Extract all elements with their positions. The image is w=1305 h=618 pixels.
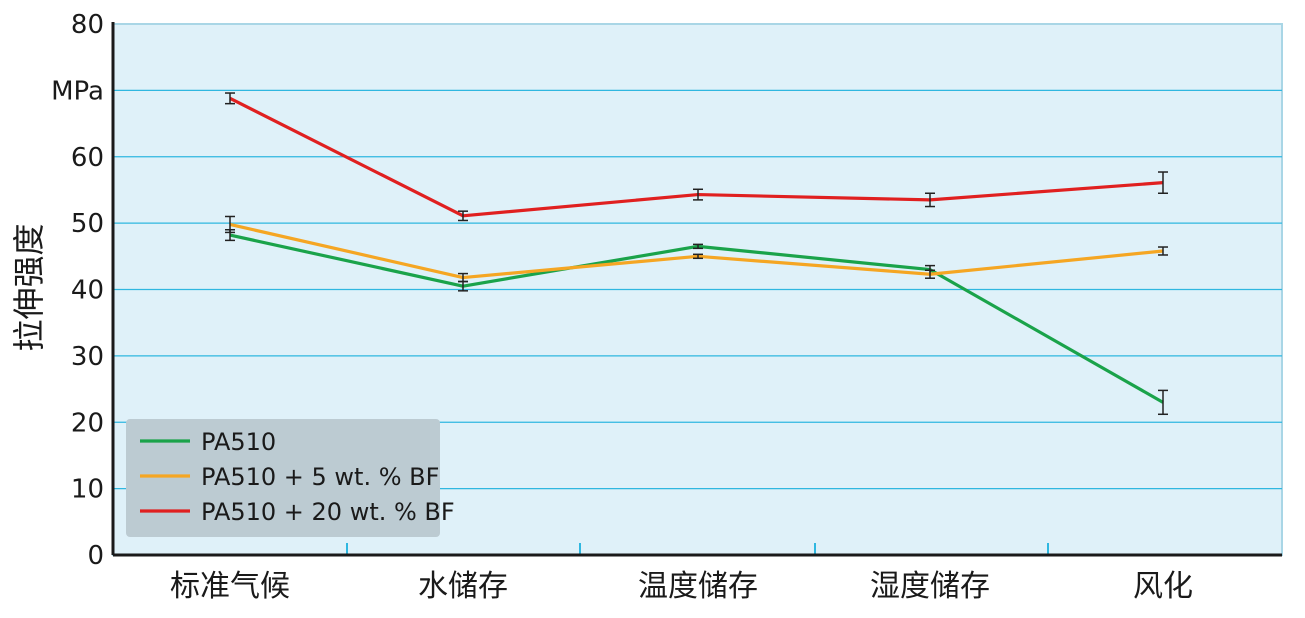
axes bbox=[111, 22, 1282, 557]
error-bar bbox=[1158, 246, 1168, 256]
x-category-label: 风化 bbox=[1133, 569, 1193, 604]
error-bar bbox=[458, 210, 468, 222]
series bbox=[225, 92, 1168, 222]
error-bar bbox=[925, 192, 935, 208]
legend: PA510 PA510 + 5 wt. % BF PA510 + 20 wt. % … bbox=[126, 419, 455, 537]
y-axis-title: 拉伸强度 bbox=[10, 223, 48, 351]
y-tick-label: 0 bbox=[87, 541, 104, 571]
y-tick-label: 80 bbox=[71, 10, 104, 40]
series-layer bbox=[225, 92, 1168, 416]
x-category-label: 水储存 bbox=[418, 569, 508, 604]
legend-box bbox=[126, 419, 440, 537]
legend-label: PA510 + 20 wt. % BF bbox=[201, 498, 455, 526]
error-bar bbox=[458, 272, 468, 283]
y-tick-label: 10 bbox=[71, 475, 104, 505]
error-bar bbox=[1158, 171, 1168, 195]
error-bar bbox=[693, 253, 703, 260]
error-bar bbox=[925, 269, 935, 279]
y-tick-label: 40 bbox=[71, 276, 104, 306]
y-tick-label: 50 bbox=[71, 209, 104, 239]
y-axis-tick-labels: 0 10 20 30 40 50 60 80 bbox=[71, 10, 104, 571]
error-bar bbox=[1158, 389, 1168, 416]
error-bar bbox=[693, 243, 703, 250]
series bbox=[225, 215, 1168, 283]
y-tick-label: 30 bbox=[71, 342, 104, 372]
x-category-label: 湿度储存 bbox=[870, 569, 990, 604]
legend-label: PA510 + 5 wt. % BF bbox=[201, 463, 439, 491]
legend-label: PA510 bbox=[201, 428, 276, 456]
error-bar bbox=[225, 92, 235, 105]
x-category-label: 温度储存 bbox=[638, 569, 758, 604]
y-tick-label: 60 bbox=[71, 143, 104, 173]
y-tick-label: 20 bbox=[71, 408, 104, 438]
x-axis-category-labels: 标准气候 水储存 温度储存 湿度储存 风化 bbox=[170, 569, 1193, 604]
error-bar bbox=[225, 215, 235, 234]
y-unit-label: MPa bbox=[51, 76, 104, 106]
x-category-label: 标准气候 bbox=[170, 569, 290, 604]
error-bar bbox=[693, 188, 703, 201]
x-axis-ticks bbox=[346, 543, 1049, 555]
